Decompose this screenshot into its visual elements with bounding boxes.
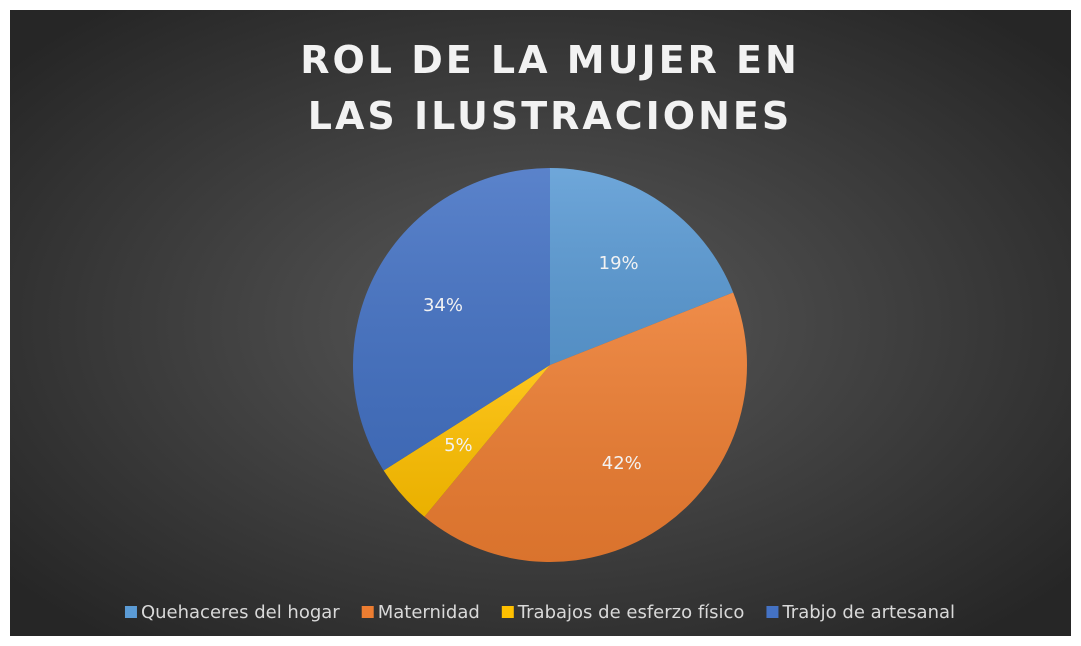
legend: Quehaceres del hogar Maternidad Trabajos d… [124,602,955,623]
data-label: 19% [599,253,639,274]
legend-label: Trabajos de esferzo físico [517,602,745,623]
legend-swatch [124,606,137,618]
chart-title: ROL DE LA MUJER EN LAS ILUSTRACIONES [300,38,800,138]
legend-swatch [766,606,779,618]
legend-label: Quehaceres del hogar [141,602,340,623]
pie [352,168,747,562]
data-label: 42% [602,453,642,474]
legend-label: Maternidad [378,602,480,623]
data-label: 34% [423,295,463,316]
legend-swatch [361,606,374,618]
data-label: 5% [444,435,473,456]
legend-label: Trabjo de artesanal [781,602,955,623]
legend-swatch [501,606,514,618]
data-labels: 19% 42% 5% 34% [423,253,642,474]
